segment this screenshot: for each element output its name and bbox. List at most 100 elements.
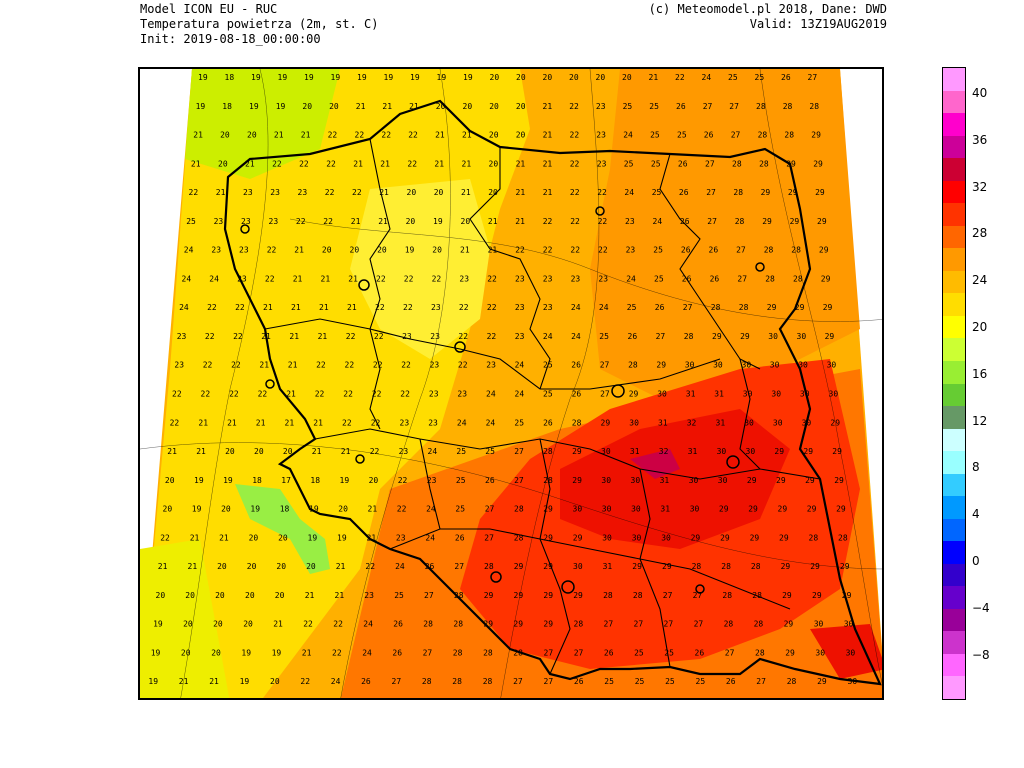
temperature-value: 27 xyxy=(634,620,644,629)
temperature-value: 22 xyxy=(342,418,352,427)
temperature-value: 20 xyxy=(215,591,225,600)
temperature-value: 22 xyxy=(397,505,407,514)
temperature-value: 19 xyxy=(437,73,447,82)
temperature-value: 21 xyxy=(347,303,357,312)
temperature-value: 20 xyxy=(350,246,360,255)
temperature-value: 27 xyxy=(392,677,402,686)
temperature-value: 23 xyxy=(428,418,438,427)
temperature-value: 28 xyxy=(739,303,749,312)
colorbar-segment xyxy=(943,203,965,227)
temperature-value: 23 xyxy=(457,390,467,399)
temperature-value: 24 xyxy=(571,303,581,312)
temperature-value: 22 xyxy=(300,677,310,686)
temperature-value: 25 xyxy=(665,677,675,686)
temperature-value: 20 xyxy=(432,246,442,255)
colorbar-segment xyxy=(943,135,965,159)
temperature-value: 21 xyxy=(351,217,361,226)
temperature-value: 21 xyxy=(341,447,351,456)
temperature-value: 29 xyxy=(774,447,784,456)
region-central xyxy=(350,179,490,359)
temperature-value: 23 xyxy=(211,246,221,255)
temperature-value: 21 xyxy=(516,188,526,197)
temperature-value: 30 xyxy=(631,476,641,485)
temperature-value: 22 xyxy=(345,361,355,370)
temperature-value: 28 xyxy=(809,533,819,542)
temperature-value: 24 xyxy=(457,418,467,427)
temperature-value: 22 xyxy=(675,73,685,82)
temperature-value: 30 xyxy=(798,361,808,370)
temperature-value: 26 xyxy=(361,677,371,686)
temperature-value: 22 xyxy=(598,217,608,226)
temperature-value: 23 xyxy=(243,188,253,197)
temperature-value: 29 xyxy=(811,131,821,140)
temperature-value: 22 xyxy=(543,217,553,226)
temperature-value: 21 xyxy=(179,677,189,686)
temperature-value: 31 xyxy=(660,476,670,485)
temperature-value: 30 xyxy=(601,476,611,485)
temperature-value: 29 xyxy=(813,159,823,168)
temperature-value: 22 xyxy=(328,131,338,140)
temperature-value: 22 xyxy=(325,188,335,197)
temperature-value: 22 xyxy=(407,159,417,168)
colorbar-label: 28 xyxy=(972,226,988,241)
temperature-value: 22 xyxy=(346,332,356,341)
temperature-value: 29 xyxy=(788,188,798,197)
colorbar-label: 8 xyxy=(972,460,980,475)
temperature-value: 19 xyxy=(340,476,350,485)
temperature-value: 26 xyxy=(781,73,791,82)
temperature-value: 24 xyxy=(515,390,525,399)
colorbar-segment xyxy=(943,496,965,520)
temperature-value: 28 xyxy=(711,303,721,312)
temperature-value: 21 xyxy=(285,418,295,427)
temperature-value: 22 xyxy=(205,332,215,341)
temperature-value: 28 xyxy=(787,677,797,686)
temperature-value: 22 xyxy=(299,159,309,168)
temperature-value: 21 xyxy=(434,159,444,168)
temperature-value: 21 xyxy=(348,274,358,283)
temperature-value: 21 xyxy=(382,102,392,111)
temperature-value: 19 xyxy=(148,677,158,686)
temperature-value: 28 xyxy=(754,620,764,629)
init-time: Init: 2019-08-18_00:00:00 xyxy=(140,32,321,46)
temperature-value: 21 xyxy=(294,246,304,255)
temperature-value: 20 xyxy=(516,102,526,111)
temperature-value: 22 xyxy=(408,131,418,140)
temperature-value: 22 xyxy=(258,390,268,399)
colorbar-segment xyxy=(943,338,965,362)
temperature-value: 29 xyxy=(790,217,800,226)
temperature-value: 24 xyxy=(571,332,581,341)
temperature-value: 28 xyxy=(483,677,493,686)
temperature-value: 30 xyxy=(689,476,699,485)
colorbar-label: 0 xyxy=(972,554,980,568)
temperature-value: 19 xyxy=(153,620,163,629)
colorbar-segment xyxy=(943,518,965,542)
temperature-value: 22 xyxy=(189,188,199,197)
temperature-value: 30 xyxy=(802,418,812,427)
temperature-value: 18 xyxy=(225,73,235,82)
temperature-value: 29 xyxy=(807,505,817,514)
model-title: Model ICON EU - RUC xyxy=(140,2,278,16)
temperature-value: 25 xyxy=(485,447,495,456)
temperature-value: 22 xyxy=(315,390,325,399)
temperature-value: 25 xyxy=(599,332,609,341)
temperature-value: 29 xyxy=(662,562,672,571)
temperature-value: 19 xyxy=(194,476,204,485)
temperature-value: 30 xyxy=(602,533,612,542)
temperature-value: 20 xyxy=(213,620,223,629)
temperature-value: 21 xyxy=(367,533,377,542)
temperature-value: 27 xyxy=(729,102,739,111)
temperature-value: 22 xyxy=(233,332,243,341)
temperature-value: 30 xyxy=(844,620,854,629)
temperature-value: 28 xyxy=(574,620,584,629)
temperature-value: 26 xyxy=(676,102,686,111)
temperature-value: 22 xyxy=(352,188,362,197)
temperature-value: 21 xyxy=(321,274,331,283)
colorbar-segment xyxy=(943,68,965,92)
temperature-value: 22 xyxy=(570,246,580,255)
temperature-value: 30 xyxy=(814,620,824,629)
temperature-value: 27 xyxy=(663,591,673,600)
temperature-value: 28 xyxy=(684,332,694,341)
temperature-value: 28 xyxy=(752,591,762,600)
temperature-value: 27 xyxy=(736,246,746,255)
temperature-value: 23 xyxy=(515,274,525,283)
